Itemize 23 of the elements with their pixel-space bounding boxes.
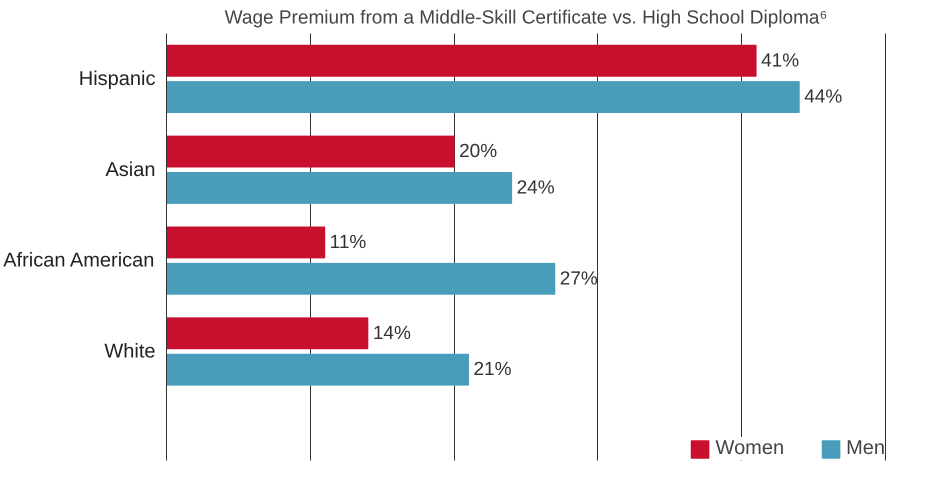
data-label: 21% [473,359,512,380]
bar [166,81,800,114]
bar [166,226,326,258]
y-tick-label: Hispanic [78,68,156,90]
legend-label: Women [716,437,784,460]
data-label: 14% [372,322,411,344]
data-label: 44% [804,86,842,108]
data-label: 41% [761,50,800,72]
legend-label: Men [846,437,885,460]
data-label: 27% [560,268,598,290]
bar [166,136,455,168]
data-label: 20% [459,141,498,162]
y-tick-label: Asian [105,158,156,181]
y-tick-label: African American [3,250,154,272]
bar [166,262,556,295]
y-tick-label: White [104,340,156,362]
bar [166,354,469,386]
data-label: 11% [330,232,366,253]
chart-title: Wage Premium from a Middle-Skill Certificate vs. High School Diploma⁶ [224,8,828,28]
data-label: 24% [516,177,555,198]
bar [166,317,368,350]
bar [166,172,512,204]
bar [166,44,757,77]
